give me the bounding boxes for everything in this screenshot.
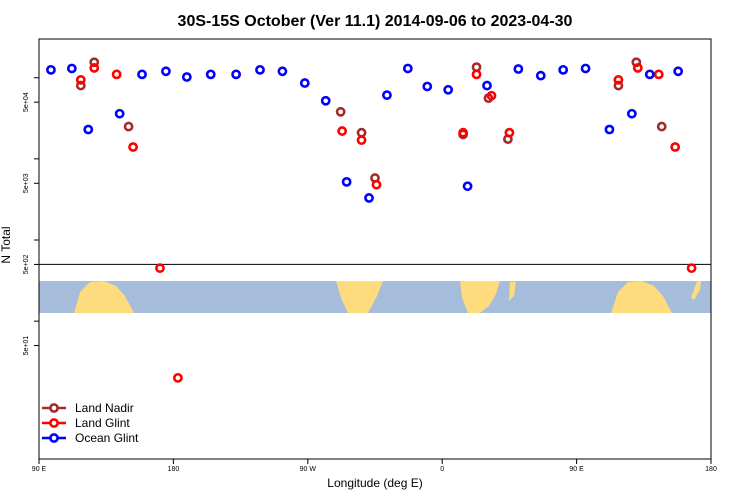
world-map-band [39, 281, 711, 313]
ocean-glint-point [580, 63, 591, 74]
ocean-glint-point [422, 81, 433, 92]
ocean-glint-point [535, 70, 546, 81]
ocean-glint-point [231, 69, 242, 80]
land-australia-repeat [611, 281, 672, 313]
land-glint-point [458, 127, 469, 138]
land-glint-point [89, 63, 100, 73]
x-tick-label: 0 [440, 466, 444, 473]
ocean-glint-point [626, 108, 637, 119]
ocean-glint-point [137, 69, 147, 80]
ocean-glint-point [462, 181, 473, 192]
ocean-glint-point [513, 64, 524, 74]
legend-marker [49, 418, 59, 428]
ocean-glint-point [205, 69, 216, 80]
ocean-glint-point [161, 66, 171, 77]
land-nadir-point [613, 80, 624, 91]
ocean-glint-point [255, 64, 265, 75]
ocean-glint-point [46, 64, 56, 75]
land-glint-point [75, 74, 86, 85]
ocean-glint-point [320, 95, 331, 106]
land-shapes [74, 281, 701, 313]
land-glint-point [128, 142, 138, 152]
land-glint-point [686, 263, 697, 274]
ocean-glint-point [644, 69, 655, 80]
land-glint-point [356, 135, 367, 146]
land-glint-point [155, 263, 165, 274]
land-madagascar [509, 282, 516, 301]
ocean-glint-point [364, 193, 374, 203]
land-glint-point [471, 69, 482, 80]
land-nadir-point [656, 121, 667, 132]
ocean-glint-point [66, 63, 77, 74]
ocean-glint-point [341, 177, 352, 187]
plot-frame [38, 38, 712, 460]
x-axis: 90 E 180 90 W 0 90 E 180 [32, 459, 717, 473]
y-tick-label: 5e+04 [23, 92, 30, 112]
data-points [46, 57, 697, 383]
legend-label: Land Glint [75, 416, 130, 430]
ocean-glint-point [482, 80, 492, 91]
ocean-glint-point [402, 63, 413, 74]
land-glint-point [653, 69, 664, 80]
ocean-glint-point [299, 78, 310, 88]
x-tick-label: 180 [168, 466, 180, 473]
legend-label: Land Nadir [75, 401, 134, 415]
land-nadir-point [89, 57, 100, 68]
y-tick-label: 5e+01 [23, 336, 30, 356]
x-axis-label: Longitude (deg E) [327, 476, 422, 490]
land-australia [74, 281, 134, 313]
land-glint-point [504, 127, 515, 138]
ocean-glint-point [443, 84, 454, 95]
land-glint-point [111, 69, 122, 80]
land-south-america [336, 281, 383, 313]
legend-label: Ocean Glint [75, 431, 139, 445]
land-glint-point [371, 179, 382, 190]
land-glint-point [670, 142, 681, 152]
x-tick-label: 90 E [569, 466, 584, 473]
legend-marker [49, 433, 59, 443]
chart-title: 30S-15S October (Ver 11.1) 2014-09-06 to… [178, 13, 573, 30]
land-nadir-point [356, 127, 367, 138]
y-tick-label: 5e+03 [23, 173, 30, 193]
land-new-zealand [691, 281, 701, 300]
land-glint-point [486, 90, 497, 101]
land-nadir-point [335, 106, 346, 117]
ocean-glint-point [558, 64, 569, 75]
y-axis: 5e+01 5e+02 5e+03 5e+04 [23, 77, 39, 356]
ocean-glint-point [673, 66, 684, 77]
ocean-glint-point [83, 124, 94, 135]
ocean-glint-point [114, 108, 125, 119]
ocean-glint-point [604, 124, 615, 135]
land-nadir-point [123, 121, 134, 132]
land-glint-point [613, 74, 624, 85]
x-tick-label: 90 E [32, 466, 47, 473]
legend-marker [49, 403, 59, 413]
land-glint-point [337, 126, 348, 136]
land-glint-point [632, 63, 643, 73]
ocean-glint-point [277, 66, 288, 77]
y-axis-label: N Total [0, 226, 13, 263]
y-tick-label: 5e+02 [23, 254, 30, 274]
ocean-glint-point [382, 90, 392, 101]
x-tick-label: 90 W [300, 466, 317, 473]
land-glint-point [172, 372, 183, 383]
land-nadir-point [75, 80, 86, 91]
x-tick-label: 180 [705, 466, 717, 473]
ocean-glint-point [181, 72, 192, 82]
land-africa [460, 281, 500, 313]
